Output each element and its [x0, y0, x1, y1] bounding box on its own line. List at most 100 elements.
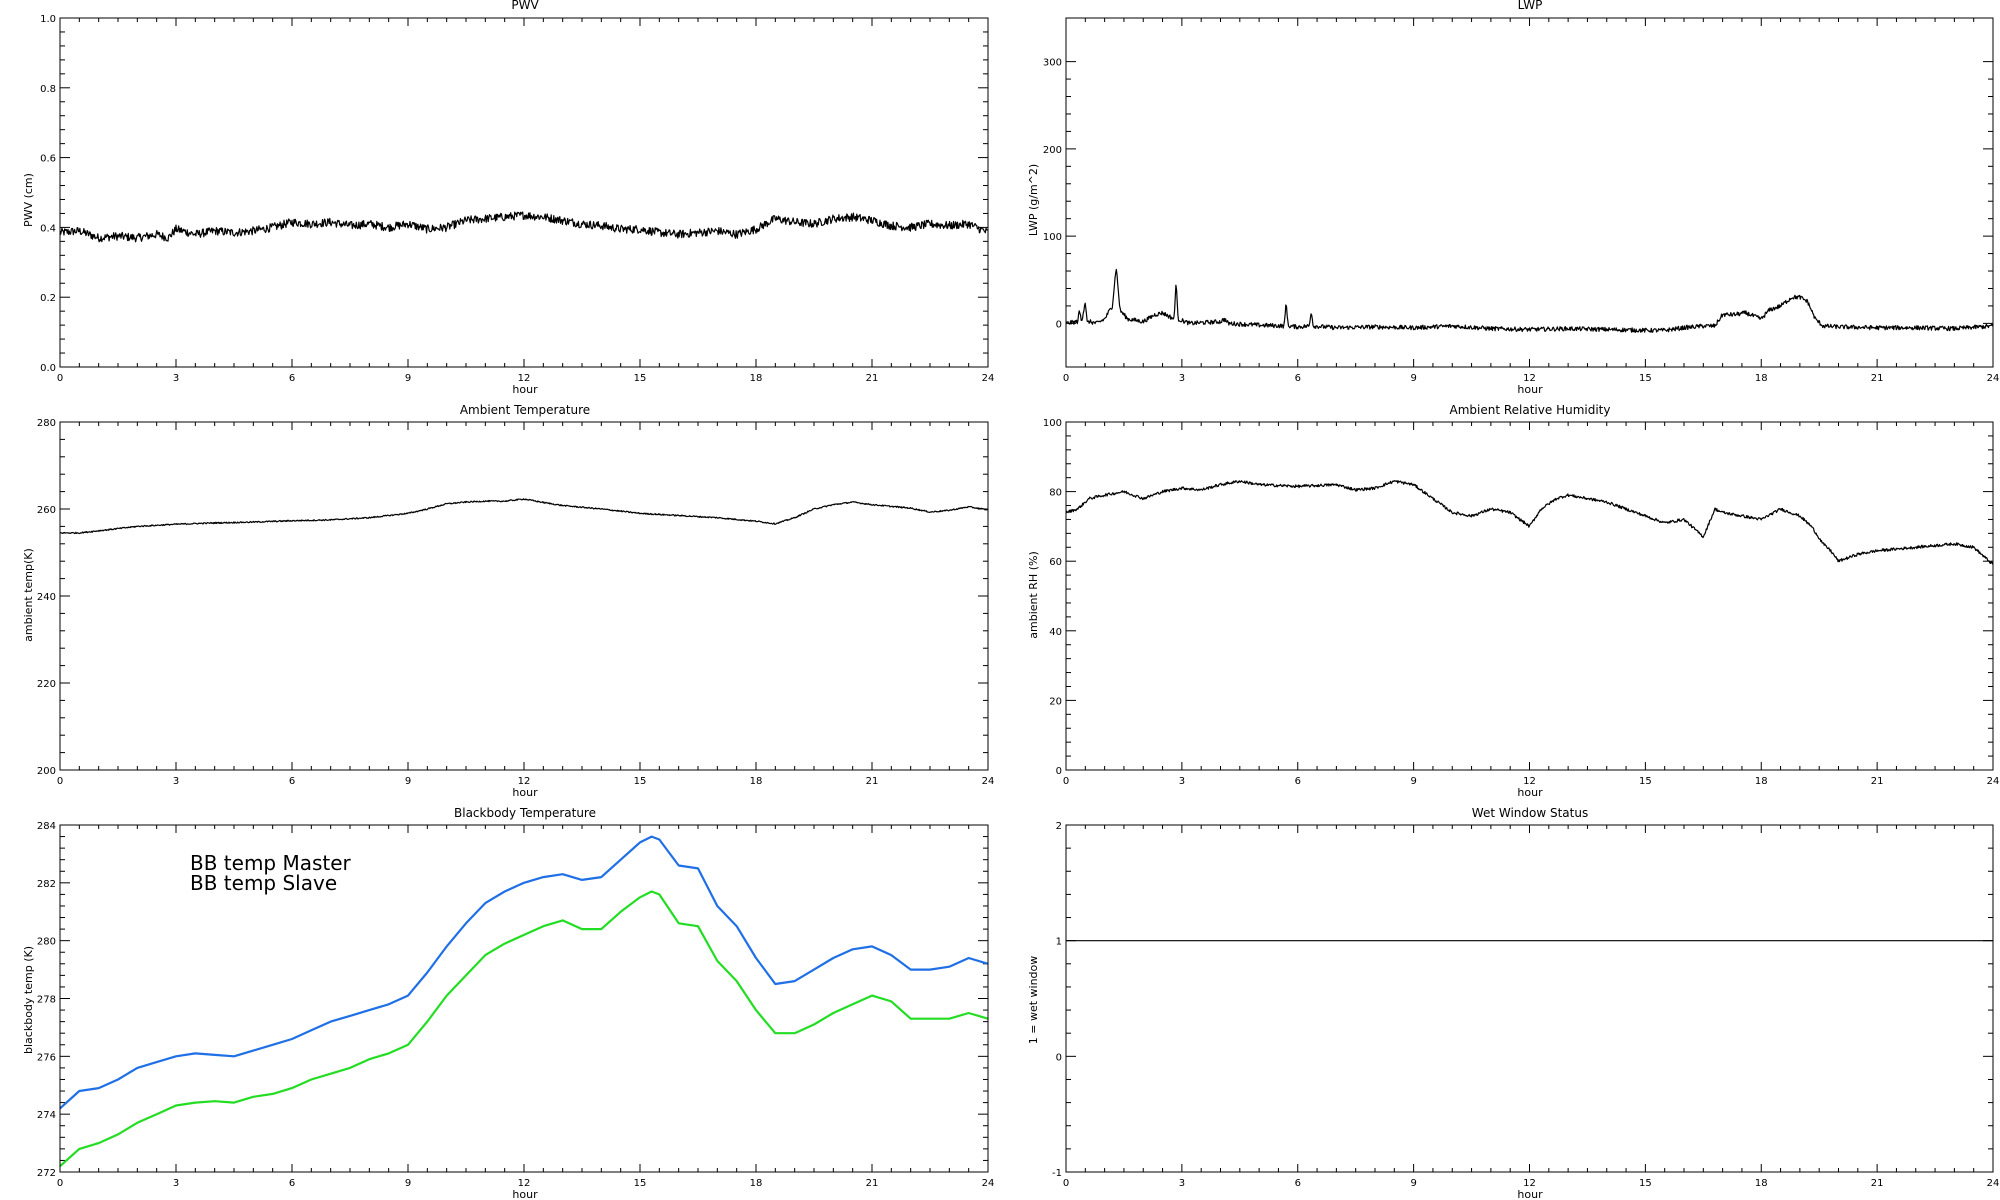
y-tick-label: 0	[1056, 1052, 1062, 1063]
ambient-relative-humidity-ylabel: ambient RH (%)	[1027, 551, 1040, 639]
y-tick-label: -1	[1052, 1168, 1062, 1179]
x-tick-label: 9	[405, 1178, 411, 1189]
pwv-plot-frame	[59, 17, 989, 368]
x-tick-label: 24	[1987, 373, 2000, 384]
y-tick-label: 260	[37, 505, 56, 516]
y-tick-label: 278	[37, 995, 56, 1006]
panel-ambient-temperature: Ambient Temperature hour ambient temp(K)…	[22, 403, 994, 799]
x-tick-label: 9	[405, 776, 411, 787]
x-tick-label: 21	[1871, 776, 1884, 787]
x-tick-label: 3	[173, 776, 179, 787]
blackbody-temperature-series-line-1	[59, 890, 989, 1168]
y-tick-label: 0.2	[40, 293, 56, 304]
panel-wet-window-status: Wet Window Status hour 1 = wet window 0 3…	[1027, 806, 1999, 1200]
y-tick-label: 1.0	[40, 14, 56, 25]
y-tick-label: 0.4	[40, 223, 56, 234]
wet-window-status-plot-frame	[1065, 824, 1994, 1173]
x-tick-label: 3	[173, 1178, 179, 1189]
x-tick-label: 12	[518, 373, 531, 384]
x-tick-label: 0	[1063, 373, 1069, 384]
panel-pwv: PWV hour PWV (cm) 0 3 6 9 12 15 18 21 24 0.0 0.2 0.…	[22, 0, 994, 396]
x-tick-label: 3	[1179, 776, 1185, 787]
lwp-plot-frame	[1065, 17, 1994, 368]
x-tick-label: 18	[1755, 776, 1768, 787]
y-tick-label: 276	[37, 1052, 56, 1063]
y-tick-label: 240	[37, 592, 56, 603]
y-tick-label: 40	[1049, 627, 1062, 638]
x-tick-label: 24	[1987, 776, 2000, 787]
blackbody-temperature-title: Blackbody Temperature	[454, 806, 596, 820]
y-tick-label: 282	[37, 879, 56, 890]
x-tick-label: 12	[518, 1178, 531, 1189]
x-tick-label: 0	[57, 1178, 63, 1189]
x-tick-label: 9	[405, 373, 411, 384]
y-tick-label: 272	[37, 1168, 56, 1179]
x-tick-label: 12	[1523, 776, 1536, 787]
wet-window-status-title: Wet Window Status	[1472, 806, 1588, 820]
x-tick-label: 15	[1639, 776, 1652, 787]
x-tick-label: 6	[1295, 1178, 1301, 1189]
y-tick-label: 0.6	[40, 154, 56, 165]
y-tick-label: 0.0	[40, 363, 56, 374]
y-tick-label: 100	[1043, 232, 1062, 243]
pwv-series-line-0	[59, 211, 989, 243]
lwp-ylabel: LWP (g/m^2)	[1027, 164, 1040, 236]
lwp-series-line-0	[1065, 268, 1994, 333]
blackbody-temperature-ylabel: blackbody temp (K)	[22, 946, 35, 1054]
y-tick-label: 2	[1056, 821, 1062, 832]
y-tick-label: 220	[37, 679, 56, 690]
pwv-title: PWV	[511, 0, 539, 12]
x-tick-label: 6	[289, 776, 295, 787]
x-tick-label: 15	[1639, 373, 1652, 384]
y-tick-label: 274	[37, 1110, 56, 1121]
pwv-xlabel: hour	[512, 383, 538, 396]
x-tick-label: 18	[750, 776, 763, 787]
lwp-xlabel: hour	[1517, 383, 1543, 396]
y-tick-label: 0	[1056, 766, 1062, 777]
ambient-relative-humidity-series-line-0	[1065, 480, 1994, 565]
blackbody-temperature-plot-frame	[59, 824, 989, 1173]
x-tick-label: 3	[1179, 373, 1185, 384]
legend-master: BB temp Master	[190, 851, 352, 875]
x-tick-label: 21	[866, 776, 879, 787]
y-tick-label: 0.8	[40, 84, 56, 95]
y-tick-label: 280	[37, 937, 56, 948]
x-tick-label: 0	[1063, 776, 1069, 787]
blackbody-temperature-series-line-0	[59, 835, 989, 1110]
ambient-temperature-series-line-0	[59, 498, 989, 535]
x-tick-label: 21	[866, 373, 879, 384]
y-tick-label: 20	[1049, 696, 1062, 707]
y-tick-label: 280	[37, 418, 56, 429]
x-tick-label: 12	[1523, 373, 1536, 384]
x-tick-label: 9	[1410, 776, 1416, 787]
x-tick-label: 15	[1639, 1178, 1652, 1189]
x-tick-label: 6	[289, 373, 295, 384]
x-tick-label: 24	[982, 373, 995, 384]
x-tick-label: 21	[866, 1178, 879, 1189]
panel-blackbody-temperature: Blackbody Temperature hour blackbody tem…	[22, 806, 994, 1200]
x-tick-label: 0	[1063, 1178, 1069, 1189]
x-tick-label: 21	[1871, 1178, 1884, 1189]
ambient-relative-humidity-plot-frame	[1065, 421, 1994, 771]
lwp-title: LWP	[1518, 0, 1543, 12]
x-tick-label: 18	[1755, 1178, 1768, 1189]
x-tick-label: 18	[1755, 373, 1768, 384]
y-tick-label: 200	[1043, 145, 1062, 156]
y-tick-label: 200	[37, 766, 56, 777]
panel-lwp: LWP hour LWP (g/m^2) 0 3 6 9 12 15 18 21 24 0 100 2…	[1027, 0, 1999, 396]
blackbody-temperature-xlabel: hour	[512, 1188, 538, 1200]
x-tick-label: 24	[982, 776, 995, 787]
x-tick-label: 24	[1987, 1178, 2000, 1189]
panel-ambient-relative-humidity: Ambient Relative Humidity hour ambient R…	[1027, 403, 1999, 799]
ambient-relative-humidity-xlabel: hour	[1517, 786, 1543, 799]
y-tick-label: 100	[1043, 418, 1062, 429]
x-tick-label: 9	[1410, 373, 1416, 384]
y-tick-label: 80	[1049, 488, 1062, 499]
x-tick-label: 24	[982, 1178, 995, 1189]
x-tick-label: 9	[1410, 1178, 1416, 1189]
y-tick-label: 0	[1056, 319, 1062, 330]
x-tick-label: 3	[173, 373, 179, 384]
ambient-temperature-plot-frame	[59, 421, 989, 771]
x-tick-label: 6	[1295, 373, 1301, 384]
